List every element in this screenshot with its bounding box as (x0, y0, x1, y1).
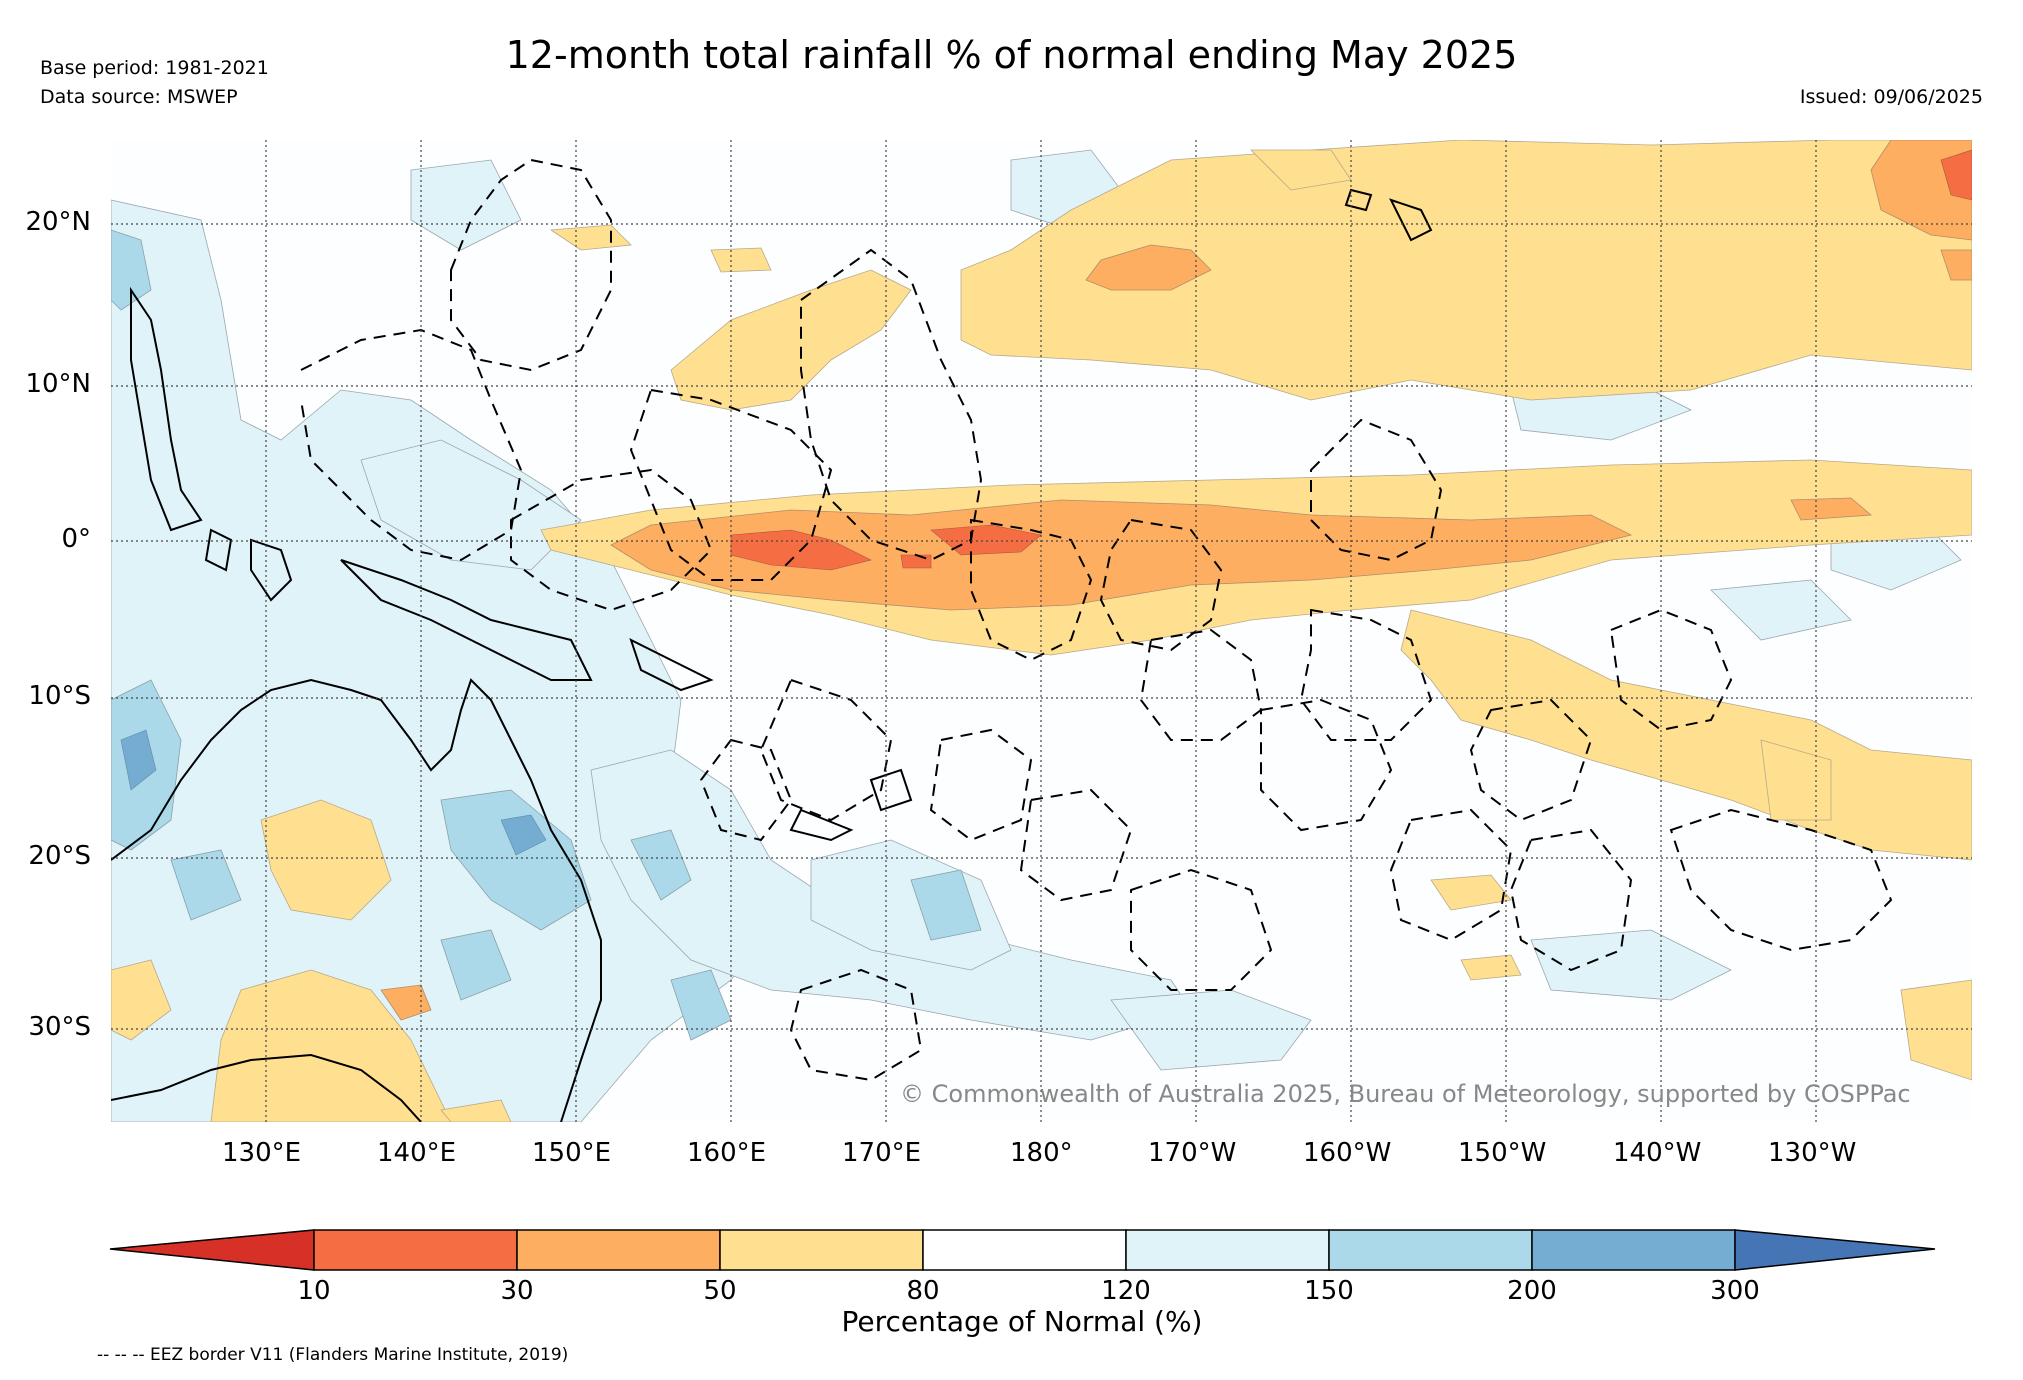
anomaly-50-80-regions (111, 140, 1972, 1122)
lon-label-130w: 130°W (1768, 1138, 1857, 1168)
lat-label-10n: 10°N (25, 369, 91, 399)
coastlines (111, 188, 1433, 1122)
colorbar-bin-10-30 (313, 1229, 518, 1271)
anomaly-200-300-regions (120, 729, 547, 856)
issued-date-label: Issued: 09/06/2025 (1799, 86, 1983, 108)
colorbar-extend-high (1734, 1229, 1936, 1271)
eez-footnote: -- -- -- EEZ border V11 (Flanders Marine… (97, 1345, 569, 1365)
colorbar-title: Percentage of Normal (%) (841, 1305, 1203, 1338)
colorbar (109, 1229, 1936, 1271)
colorbar-label-150: 150 (1304, 1276, 1354, 1306)
lat-label-0: 0° (61, 524, 91, 554)
colorbar-extend-low (109, 1229, 315, 1271)
colorbar-bin-50-80 (719, 1229, 924, 1271)
colorbar-bin-200-300 (1531, 1229, 1736, 1271)
lat-label-20n: 20°N (25, 207, 91, 237)
map-title: 12-month total rainfall % of normal endi… (505, 33, 1518, 77)
lon-label-160w: 160°W (1303, 1138, 1392, 1168)
rainfall-map (111, 140, 1972, 1122)
colorbar-label-200: 200 (1507, 1276, 1557, 1306)
lon-label-150e: 150°E (532, 1138, 612, 1168)
colorbar-label-50: 50 (703, 1276, 737, 1306)
data-source-label: Data source: MSWEP (40, 86, 238, 108)
colorbar-label-300: 300 (1710, 1276, 1760, 1306)
colorbar-label-10: 10 (297, 1276, 331, 1306)
lat-label-20s: 20°S (28, 841, 91, 871)
colorbar-bin-150-200 (1328, 1229, 1533, 1271)
lat-label-10s: 10°S (28, 681, 91, 711)
lon-label-170w: 170°W (1148, 1138, 1237, 1168)
base-period-label: Base period: 1981-2021 (40, 57, 269, 79)
lon-label-180: 180° (1010, 1138, 1073, 1168)
colorbar-label-30: 30 (500, 1276, 534, 1306)
colorbar-bin-30-50 (516, 1229, 721, 1271)
colorbar-label-80: 80 (906, 1276, 940, 1306)
lon-label-160e: 160°E (687, 1138, 767, 1168)
colorbar-label-120: 120 (1101, 1276, 1151, 1306)
eez-borders (300, 158, 1893, 1082)
lon-label-140e: 140°E (377, 1138, 457, 1168)
lon-label-130e: 130°E (222, 1138, 302, 1168)
gridlines (111, 140, 1972, 1122)
copyright-notice: © Commonwealth of Australia 2025, Bureau… (900, 1080, 1911, 1108)
lat-label-30s: 30°S (28, 1012, 91, 1042)
lon-label-140w: 140°W (1613, 1138, 1702, 1168)
colorbar-bin-80-120 (922, 1229, 1127, 1271)
lon-label-150w: 150°W (1458, 1138, 1547, 1168)
lon-label-170e: 170°E (842, 1138, 922, 1168)
colorbar-bin-120-150 (1125, 1229, 1330, 1271)
